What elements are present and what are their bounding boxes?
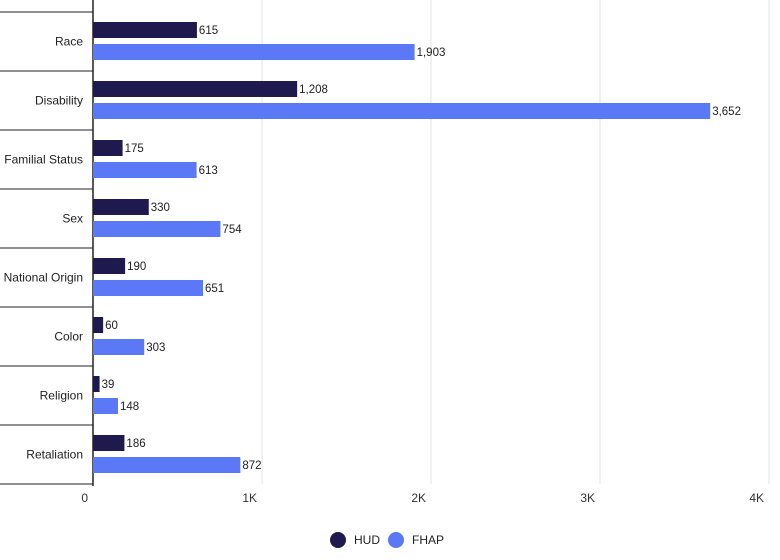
category-label: Sex bbox=[62, 212, 83, 226]
category-label: Retaliation bbox=[26, 448, 83, 462]
bar-value-label: 186 bbox=[126, 438, 145, 450]
gridlines bbox=[261, 0, 770, 484]
x-axis-ticks: 0 1K 2K 3K 4K bbox=[81, 491, 764, 505]
legend-label: FHAP bbox=[412, 533, 444, 547]
category-label: Color bbox=[54, 330, 83, 344]
bar-value-label: 651 bbox=[205, 283, 224, 295]
category-label: National Origin bbox=[4, 271, 83, 285]
bar-hud bbox=[93, 435, 125, 451]
x-tick-label: 4K bbox=[749, 491, 764, 505]
x-tick-label: 2K bbox=[411, 491, 426, 505]
x-tick-label: 0 bbox=[81, 491, 88, 505]
bar-hud bbox=[93, 22, 197, 38]
bar-value-label: 175 bbox=[125, 143, 144, 155]
bar-value-label: 1,903 bbox=[417, 47, 446, 59]
bar-fhap bbox=[93, 339, 145, 355]
x-tick-label: 1K bbox=[242, 491, 257, 505]
bars: 615 1,903 1,208 3,652 175 613 330 754 190 651 60 30… bbox=[93, 22, 741, 473]
bar-value-label: 754 bbox=[222, 224, 242, 236]
bar-fhap bbox=[93, 44, 415, 60]
bar-fhap bbox=[93, 162, 197, 178]
bar-hud bbox=[93, 140, 123, 156]
bar-value-label: 39 bbox=[102, 379, 115, 391]
bar-hud bbox=[93, 199, 149, 215]
bar-fhap bbox=[93, 103, 711, 119]
bar-fhap bbox=[93, 398, 119, 414]
bar-hud bbox=[93, 376, 100, 392]
bar-hud bbox=[93, 258, 126, 274]
bar-value-label: 872 bbox=[242, 460, 261, 472]
bar-value-label: 1,208 bbox=[299, 84, 328, 96]
bar-value-label: 190 bbox=[127, 261, 146, 273]
legend-swatch-hud bbox=[330, 532, 346, 548]
x-tick-label: 3K bbox=[580, 491, 595, 505]
legend-label: HUD bbox=[354, 533, 380, 547]
bar-value-label: 3,652 bbox=[712, 106, 741, 118]
bar-value-label: 60 bbox=[105, 320, 118, 332]
bar-hud bbox=[93, 81, 298, 97]
bar-fhap bbox=[93, 221, 221, 237]
legend: HUD FHAP bbox=[330, 532, 444, 548]
bar-fhap bbox=[93, 280, 204, 296]
bar-hud bbox=[93, 317, 104, 333]
bar-value-label: 303 bbox=[146, 342, 165, 354]
bar-fhap bbox=[93, 457, 241, 473]
legend-swatch-fhap bbox=[388, 532, 404, 548]
bar-value-label: 613 bbox=[199, 165, 218, 177]
bar-value-label: 330 bbox=[151, 202, 170, 214]
bar-value-label: 615 bbox=[199, 25, 218, 37]
category-label: Familial Status bbox=[4, 153, 83, 167]
bar-value-label: 148 bbox=[120, 401, 139, 413]
category-label: Disability bbox=[35, 94, 83, 108]
category-label: Race bbox=[55, 35, 83, 49]
category-axis: Race Disability Familial Status Sex National… bbox=[0, 0, 94, 486]
category-label: Religion bbox=[40, 389, 83, 403]
